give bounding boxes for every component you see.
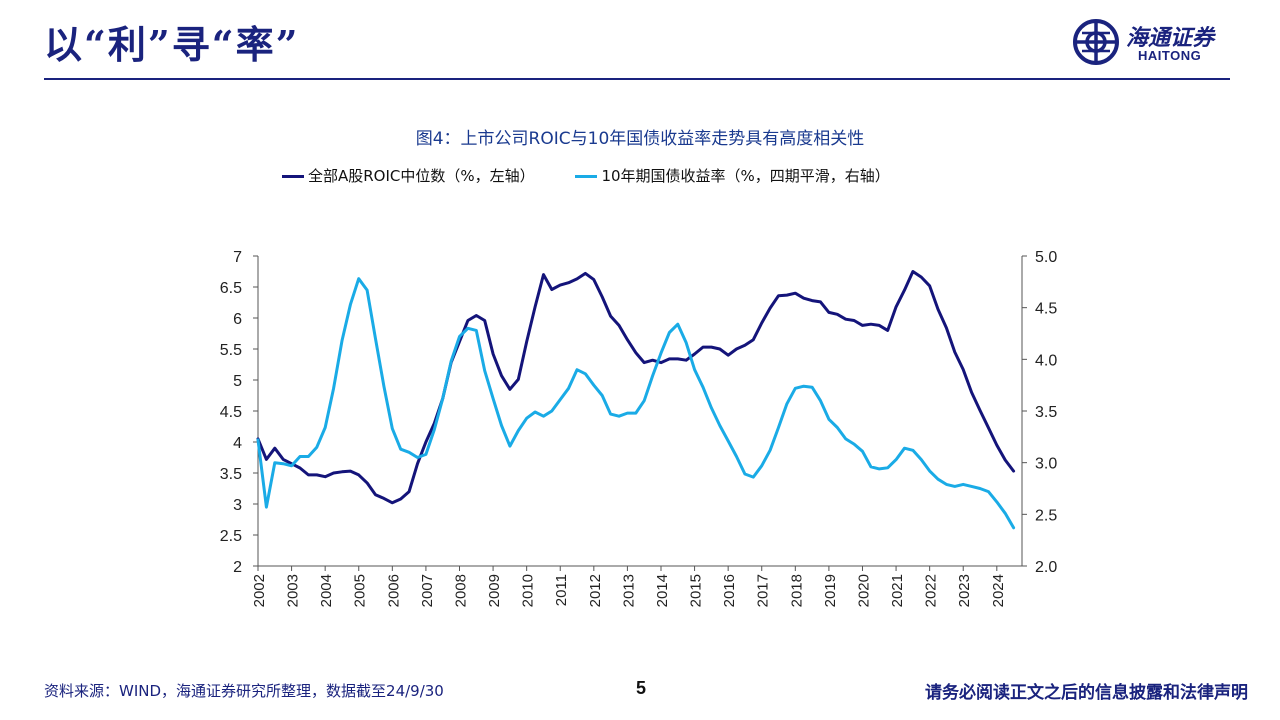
logo-english-text: HAITONG: [1138, 48, 1202, 63]
x-axis-tick-label: 2024: [990, 574, 1007, 607]
left-axis-tick-label: 5.5: [220, 342, 242, 359]
right-axis-tick-label: 5.0: [1035, 249, 1057, 266]
legend-item-bond-yield: 10年期国债收益率（%，四期平滑，右轴）: [575, 165, 890, 186]
right-axis-tick-label: 4.5: [1035, 301, 1057, 318]
right-axis-tick-label: 3.5: [1035, 404, 1057, 421]
left-axis-tick-label: 7: [233, 249, 242, 266]
series-line-roic: [256, 270, 1016, 505]
header-divider: [44, 78, 1230, 80]
haitong-emblem-icon: [1073, 19, 1119, 65]
legend-label-bond-yield: 10年期国债收益率（%，四期平滑，右轴）: [601, 167, 890, 185]
x-axis-tick-label: 2021: [889, 574, 906, 607]
footer-disclaimer: 请务必阅读正文之后的信息披露和法律声明: [925, 683, 1248, 703]
x-axis-tick-label: 2011: [553, 574, 570, 606]
x-axis-tick-label: 2020: [855, 574, 872, 607]
x-axis-tick-label: 2019: [822, 574, 839, 607]
left-axis-tick-label: 3.5: [220, 466, 242, 483]
x-axis-tick-label: 2015: [688, 574, 705, 607]
right-axis-tick-label: 4.0: [1035, 352, 1057, 369]
x-axis-tick-label: 2002: [251, 574, 268, 607]
x-axis-tick-label: 2022: [923, 574, 940, 607]
chart-legend: 全部A股ROIC中位数（%，左轴） 10年期国债收益率（%，四期平滑，右轴）: [282, 165, 926, 186]
right-axis-tick-label: 2.5: [1035, 507, 1057, 524]
right-axis-tick-label: 2.0: [1035, 559, 1057, 576]
x-axis-tick-label: 2023: [956, 574, 973, 607]
x-axis-tick-label: 2006: [385, 574, 402, 607]
left-axis-tick-label: 4: [233, 435, 242, 452]
legend-swatch-bond-yield: [575, 175, 598, 178]
right-axis-tick-label: 3.0: [1035, 456, 1057, 473]
x-axis-tick-label: 2013: [620, 574, 637, 607]
page-number: 5: [636, 678, 647, 698]
x-axis-tick-label: 2012: [587, 574, 604, 607]
left-axis-tick-label: 2.5: [220, 528, 242, 545]
x-axis-tick-label: 2007: [419, 574, 436, 607]
x-axis-tick-label: 2014: [654, 574, 671, 607]
x-axis-tick-label: 2008: [452, 574, 469, 607]
left-axis-tick-label: 6: [233, 311, 242, 328]
x-axis-tick-label: 2010: [520, 574, 537, 607]
x-axis-tick-label: 2004: [318, 574, 335, 607]
series-line-bond-yield: [256, 277, 1016, 530]
x-axis-tick-label: 2016: [721, 574, 738, 607]
x-axis-tick-label: 2018: [788, 574, 805, 607]
left-axis-tick-label: 5: [233, 373, 242, 390]
left-axis-tick-label: 3: [233, 497, 242, 514]
legend-label-roic: 全部A股ROIC中位数（%，左轴）: [308, 167, 535, 185]
left-axis-tick-label: 6.5: [220, 280, 242, 297]
slide-title: 以“利”寻“率”: [44, 22, 300, 67]
legend-item-roic: 全部A股ROIC中位数（%，左轴）: [282, 165, 535, 186]
x-axis-tick-label: 2005: [352, 574, 369, 607]
x-axis-tick-label: 2003: [285, 574, 302, 607]
logo-chinese-text: 海通证券: [1126, 25, 1215, 51]
legend-swatch-roic: [282, 175, 304, 178]
footer-source: 资料来源：WIND，海通证券研究所整理，数据截至24/9/30: [44, 682, 444, 700]
left-axis-tick-label: 4.5: [220, 404, 242, 421]
haitong-logo: 海通证券 HAITONG: [1072, 18, 1232, 68]
left-axis-tick-label: 2: [233, 559, 242, 576]
chart-title: 图4：上市公司ROIC与10年国债收益率走势具有高度相关性: [415, 129, 865, 149]
x-axis-tick-label: 2017: [755, 574, 772, 607]
x-axis-tick-label: 2009: [486, 574, 503, 607]
